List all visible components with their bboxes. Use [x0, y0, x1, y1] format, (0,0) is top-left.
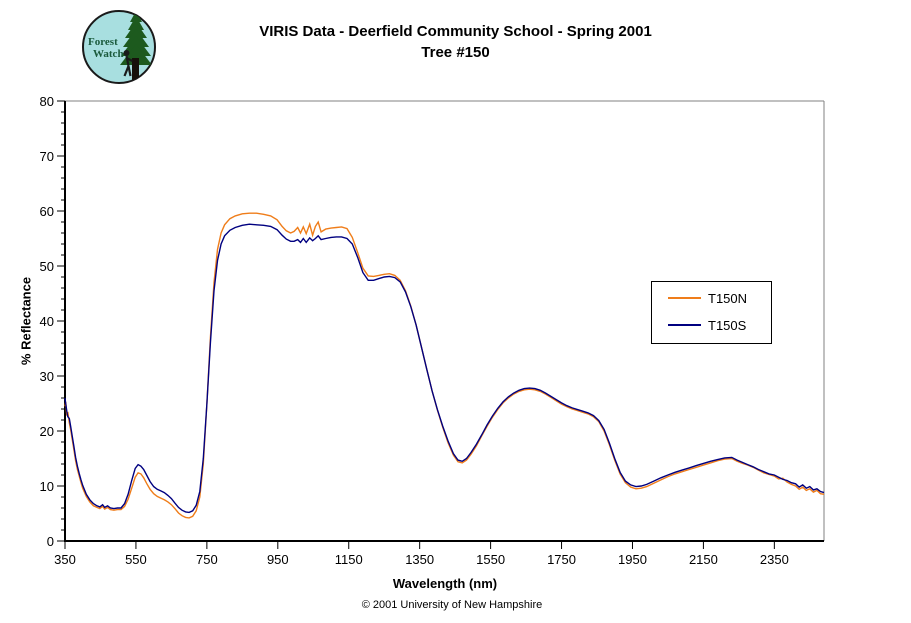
forest-watch-logo: Forest Watch: [80, 8, 158, 86]
x-tick-label: 1150: [335, 552, 363, 567]
x-tick-label: 550: [125, 552, 147, 567]
x-axis-label: Wavelength (nm): [392, 576, 498, 591]
x-major-ticks: 350 550 750 950 1150 1350 1550 1750 1950 2150 2350: [54, 541, 789, 567]
legend-label-t150n: T150N: [708, 290, 748, 306]
series-line-T150S: [64, 223, 825, 514]
legend: T150N T150S: [651, 281, 772, 344]
chart-title: VIRIS Data - Deerfield Community School …: [0, 21, 911, 63]
copyright-notice: © 2001 University of New Hampshire: [361, 599, 543, 611]
y-minor-ticks: [61, 111, 65, 531]
y-tick-label: 0: [47, 534, 54, 549]
y-tick-label: 40: [40, 314, 54, 329]
x-tick-label: 2350: [760, 552, 789, 567]
chart-title-line2: Tree #150: [421, 44, 490, 61]
logo-text-line1: Forest: [88, 36, 118, 48]
y-tick-label: 10: [40, 479, 54, 494]
y-tick-label: 60: [40, 204, 54, 219]
legend-label-t150s: T150S: [708, 317, 747, 333]
y-tick-label: 70: [40, 149, 54, 164]
x-tick-label: 750: [196, 552, 218, 567]
legend-entry-t150n: T150N: [652, 289, 771, 307]
x-tick-label: 1950: [618, 552, 647, 567]
logo-tree-trunk: [132, 58, 139, 80]
legend-line-sample-t150n: [668, 297, 701, 299]
x-tick-label: 350: [54, 552, 76, 567]
logo-text-line2: Watch: [93, 48, 124, 60]
series-line-T150N: [64, 212, 825, 519]
x-tick-label: 1750: [547, 552, 576, 567]
y-tick-label: 20: [40, 424, 54, 439]
x-tick-label: 1350: [405, 552, 434, 567]
x-tick-label: 1550: [476, 552, 505, 567]
x-tick-label: 2150: [689, 552, 718, 567]
y-major-ticks: 0 10 20 30 40 50 60 70 80: [40, 94, 65, 549]
x-tick-label: 950: [267, 552, 289, 567]
y-tick-label: 30: [40, 369, 54, 384]
legend-entry-t150s: T150S: [652, 316, 771, 334]
legend-line-sample-t150s: [668, 324, 701, 326]
chart-title-line1: VIRIS Data - Deerfield Community School …: [259, 23, 652, 40]
logo-graphic: Forest Watch: [82, 10, 156, 84]
logo-person-icon: [123, 50, 133, 77]
y-tick-label: 50: [40, 259, 54, 274]
y-tick-label: 80: [40, 94, 54, 109]
